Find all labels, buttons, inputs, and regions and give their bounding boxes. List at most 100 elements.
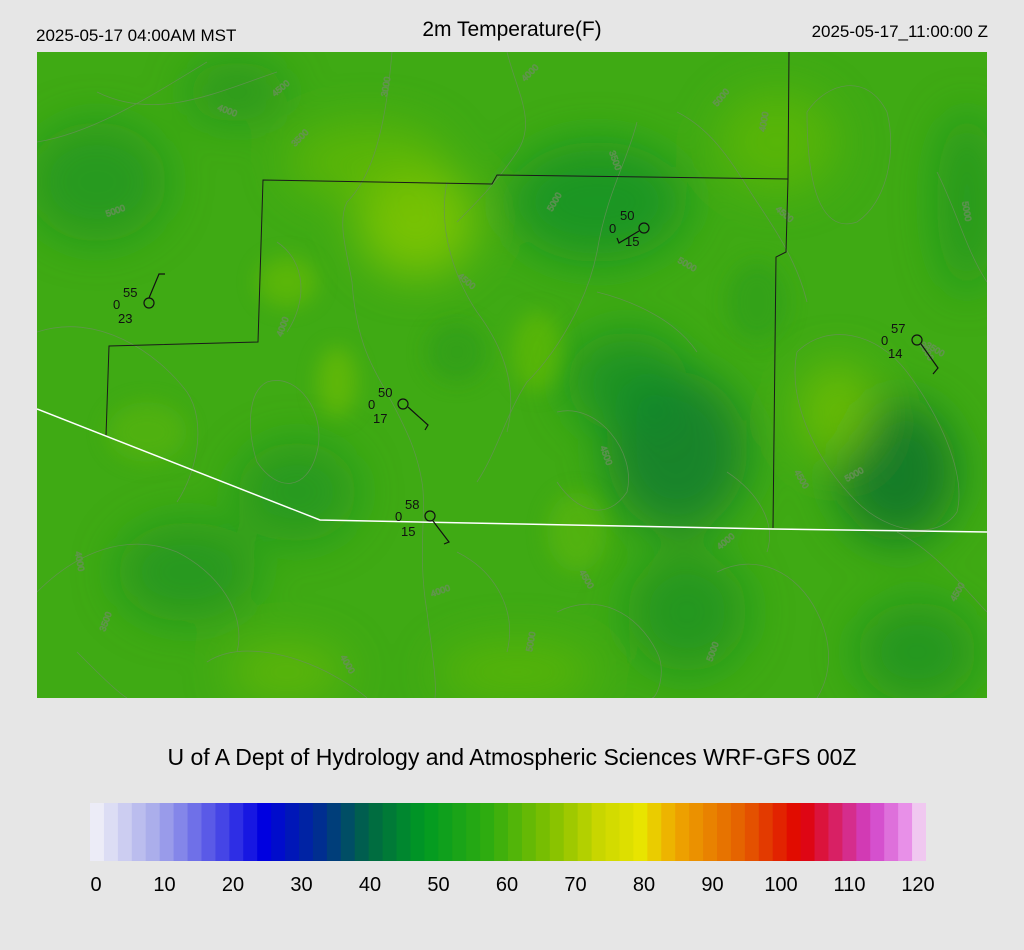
header: 2025-05-17 04:00AM MST 2m Temperature(F)…: [0, 0, 1024, 52]
colorbar-ticks: 0 10 20 30 40 50 60 70 80 90 100 110 120: [0, 874, 1024, 904]
station-left: 0: [113, 297, 120, 312]
colorbar-band: [758, 803, 774, 861]
colorbar-band: [494, 803, 509, 861]
colorbar-band: [856, 803, 871, 861]
colorbar-band: [730, 803, 746, 861]
colorbar-band: [271, 803, 286, 861]
station-temp: 58: [405, 497, 419, 512]
colorbar-band: [814, 803, 830, 861]
credit-line: U of A Dept of Hydrology and Atmospheric…: [167, 744, 857, 770]
colorbar-band: [508, 803, 523, 861]
station-circle: [424, 510, 436, 522]
county-border: [772, 52, 790, 529]
chart-title: 2m Temperature(F): [422, 18, 602, 41]
colorbar-band: [215, 803, 230, 861]
colorbar-band: [326, 803, 342, 861]
colorbar-band: [131, 803, 147, 861]
colorbar-band: [285, 803, 300, 861]
colorbar-band: [257, 803, 272, 861]
contour-label: 4000: [757, 111, 770, 132]
station-plot: 58 0 15: [395, 497, 450, 545]
colorbar-band: [772, 803, 788, 861]
colorbar-band: [103, 803, 119, 861]
station-dew: 14: [888, 346, 902, 361]
station-left: 0: [881, 333, 888, 348]
colorbar-tick-label: 110: [833, 874, 866, 896]
colorbar-band: [354, 803, 370, 861]
colorbar-band: [410, 803, 425, 861]
wind-barb: [148, 273, 165, 299]
colorbar-band: [187, 803, 203, 861]
colorbar-band: [480, 803, 495, 861]
station-dew: 15: [401, 524, 415, 539]
colorbar-band: [368, 803, 384, 861]
station-temp: 50: [620, 208, 634, 223]
colorbar-tick-label: 100: [764, 874, 798, 896]
station-plot: 57 0 14: [881, 321, 939, 375]
colorbar-tick-label: 120: [901, 874, 935, 896]
colorbar-tick-label: 10: [153, 874, 176, 896]
utc-time: 2025-05-17_11:00:00 Z: [811, 22, 988, 41]
temperature-colorbar: [90, 803, 926, 861]
station-dew: 17: [373, 411, 387, 426]
station-dew: 23: [118, 311, 132, 326]
station-temp: 55: [123, 285, 137, 300]
colorbar-tick-label: 20: [221, 874, 245, 896]
colorbar-band: [633, 803, 648, 861]
colorbar-band: [842, 803, 857, 861]
wind-barb: [407, 406, 429, 431]
colorbar-band: [312, 803, 328, 861]
colorbar-band: [577, 803, 593, 861]
colorbar-band: [591, 803, 607, 861]
colorbar-band: [703, 803, 718, 861]
colorbar-tick-label: 40: [358, 874, 382, 896]
contour-label: 3000: [379, 76, 392, 97]
colorbar-band: [452, 803, 467, 861]
colorbar-band: [535, 803, 551, 861]
county-borders: [105, 52, 790, 529]
colorbar-band: [145, 803, 161, 861]
colorbar-tick-label: 90: [701, 874, 724, 896]
colorbar-band: [229, 803, 244, 861]
colorbar-band: [898, 803, 913, 861]
colorbar-band: [786, 803, 802, 861]
colorbar-band: [675, 803, 690, 861]
station-plots: 55 0 23 50 0 15 57 0 14 50 0 17: [113, 208, 939, 545]
wind-barb: [920, 343, 939, 375]
colorbar-tick-label: 30: [290, 874, 313, 896]
colorbar-tick-label: 80: [632, 874, 656, 896]
colorbar-band: [90, 803, 105, 861]
station-circle: [397, 398, 409, 410]
colorbar-band: [647, 803, 662, 861]
colorbar-band: [466, 803, 481, 861]
colorbar-band: [340, 803, 356, 861]
colorbar-band: [870, 803, 885, 861]
colorbar-band: [159, 803, 175, 861]
colorbar-band: [243, 803, 258, 861]
contour-label: 5000: [960, 201, 973, 222]
station-dew: 15: [625, 234, 639, 249]
colorbar-band: [424, 803, 439, 861]
colorbar-band: [201, 803, 216, 861]
colorbar-band: [689, 803, 704, 861]
contour-label: 4000: [73, 551, 86, 572]
colorbar-tick-label: 60: [495, 874, 519, 896]
station-temp: 50: [378, 385, 392, 400]
colorbar-band: [382, 803, 398, 861]
colorbar-band: [438, 803, 453, 861]
colorbar-band: [800, 803, 816, 861]
colorbar-band: [605, 803, 621, 861]
colorbar-band: [717, 803, 732, 861]
station-left: 0: [368, 397, 375, 412]
wind-barb: [616, 230, 640, 244]
temperature-field-detail: [107, 257, 787, 572]
station-temp: 57: [891, 321, 905, 336]
colorbar-band: [117, 803, 133, 861]
station-plot: 55 0 23: [113, 273, 165, 326]
station-circle: [911, 334, 923, 346]
county-border: [105, 174, 789, 437]
colorbar-tick-label: 70: [564, 874, 587, 896]
colorbar-band: [912, 803, 926, 861]
station-plot: 50 0 17: [368, 385, 429, 431]
contour-label: 5000: [524, 631, 537, 652]
